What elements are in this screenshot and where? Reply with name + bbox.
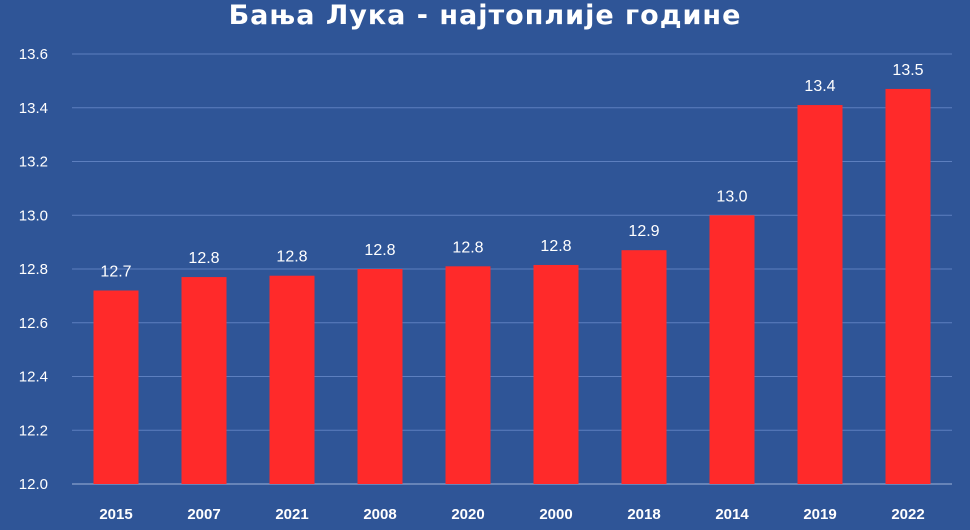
data-label: 12.8 [452, 239, 483, 256]
y-tick-label: 13.4 [19, 100, 48, 117]
x-tick-label: 2021 [275, 506, 308, 523]
data-label: 13.4 [804, 78, 835, 95]
x-tick-label: 2015 [99, 506, 132, 523]
data-label: 13.5 [892, 62, 923, 79]
x-tick-label: 2000 [539, 506, 572, 523]
x-tick-label: 2007 [187, 506, 220, 523]
bar-2014 [709, 215, 755, 484]
y-tick-label: 12.0 [19, 476, 48, 493]
y-tick-label: 12.2 [19, 422, 48, 439]
bar-2015 [93, 290, 139, 484]
bar-2020 [445, 266, 491, 484]
bar-2021 [269, 275, 315, 484]
data-labels: 12.7 12.8 12.8 12.8 12.8 12.8 12.9 13.0 13.4 13.5 [100, 62, 923, 281]
y-tick-label: 13.6 [19, 46, 48, 63]
bar-2018 [621, 250, 667, 484]
x-tick-label: 2022 [891, 506, 924, 523]
y-tick-label: 12.4 [19, 369, 48, 386]
data-label: 12.7 [100, 264, 131, 281]
bar-2007 [181, 277, 227, 484]
x-tick-label: 2014 [715, 506, 749, 523]
bar-2019 [797, 105, 843, 484]
x-axis-ticks: 2015 2007 2021 2008 2020 2000 2018 2014 2019 2022 [99, 506, 924, 523]
data-label: 12.8 [364, 242, 395, 259]
data-label: 12.8 [188, 250, 219, 267]
bar-2022 [885, 88, 931, 484]
bar-2000 [533, 264, 579, 484]
y-tick-label: 13.2 [19, 154, 48, 171]
y-tick-label: 12.8 [19, 261, 48, 278]
bars [93, 88, 931, 484]
y-axis-ticks: 12.0 12.2 12.4 12.6 12.8 13.0 13.2 13.4 13.6 [19, 46, 48, 493]
x-tick-label: 2020 [451, 506, 484, 523]
data-label: 12.8 [276, 249, 307, 266]
x-tick-label: 2018 [627, 506, 660, 523]
chart-title: Бања Лука - најтоплије године [229, 0, 742, 31]
data-label: 13.0 [716, 188, 747, 205]
data-label: 12.8 [540, 238, 571, 255]
x-tick-label: 2019 [803, 506, 836, 523]
bar-2008 [357, 269, 403, 484]
y-tick-label: 12.6 [19, 315, 48, 332]
data-label: 12.9 [628, 223, 659, 240]
x-tick-label: 2008 [363, 506, 396, 523]
y-tick-label: 13.0 [19, 207, 48, 224]
